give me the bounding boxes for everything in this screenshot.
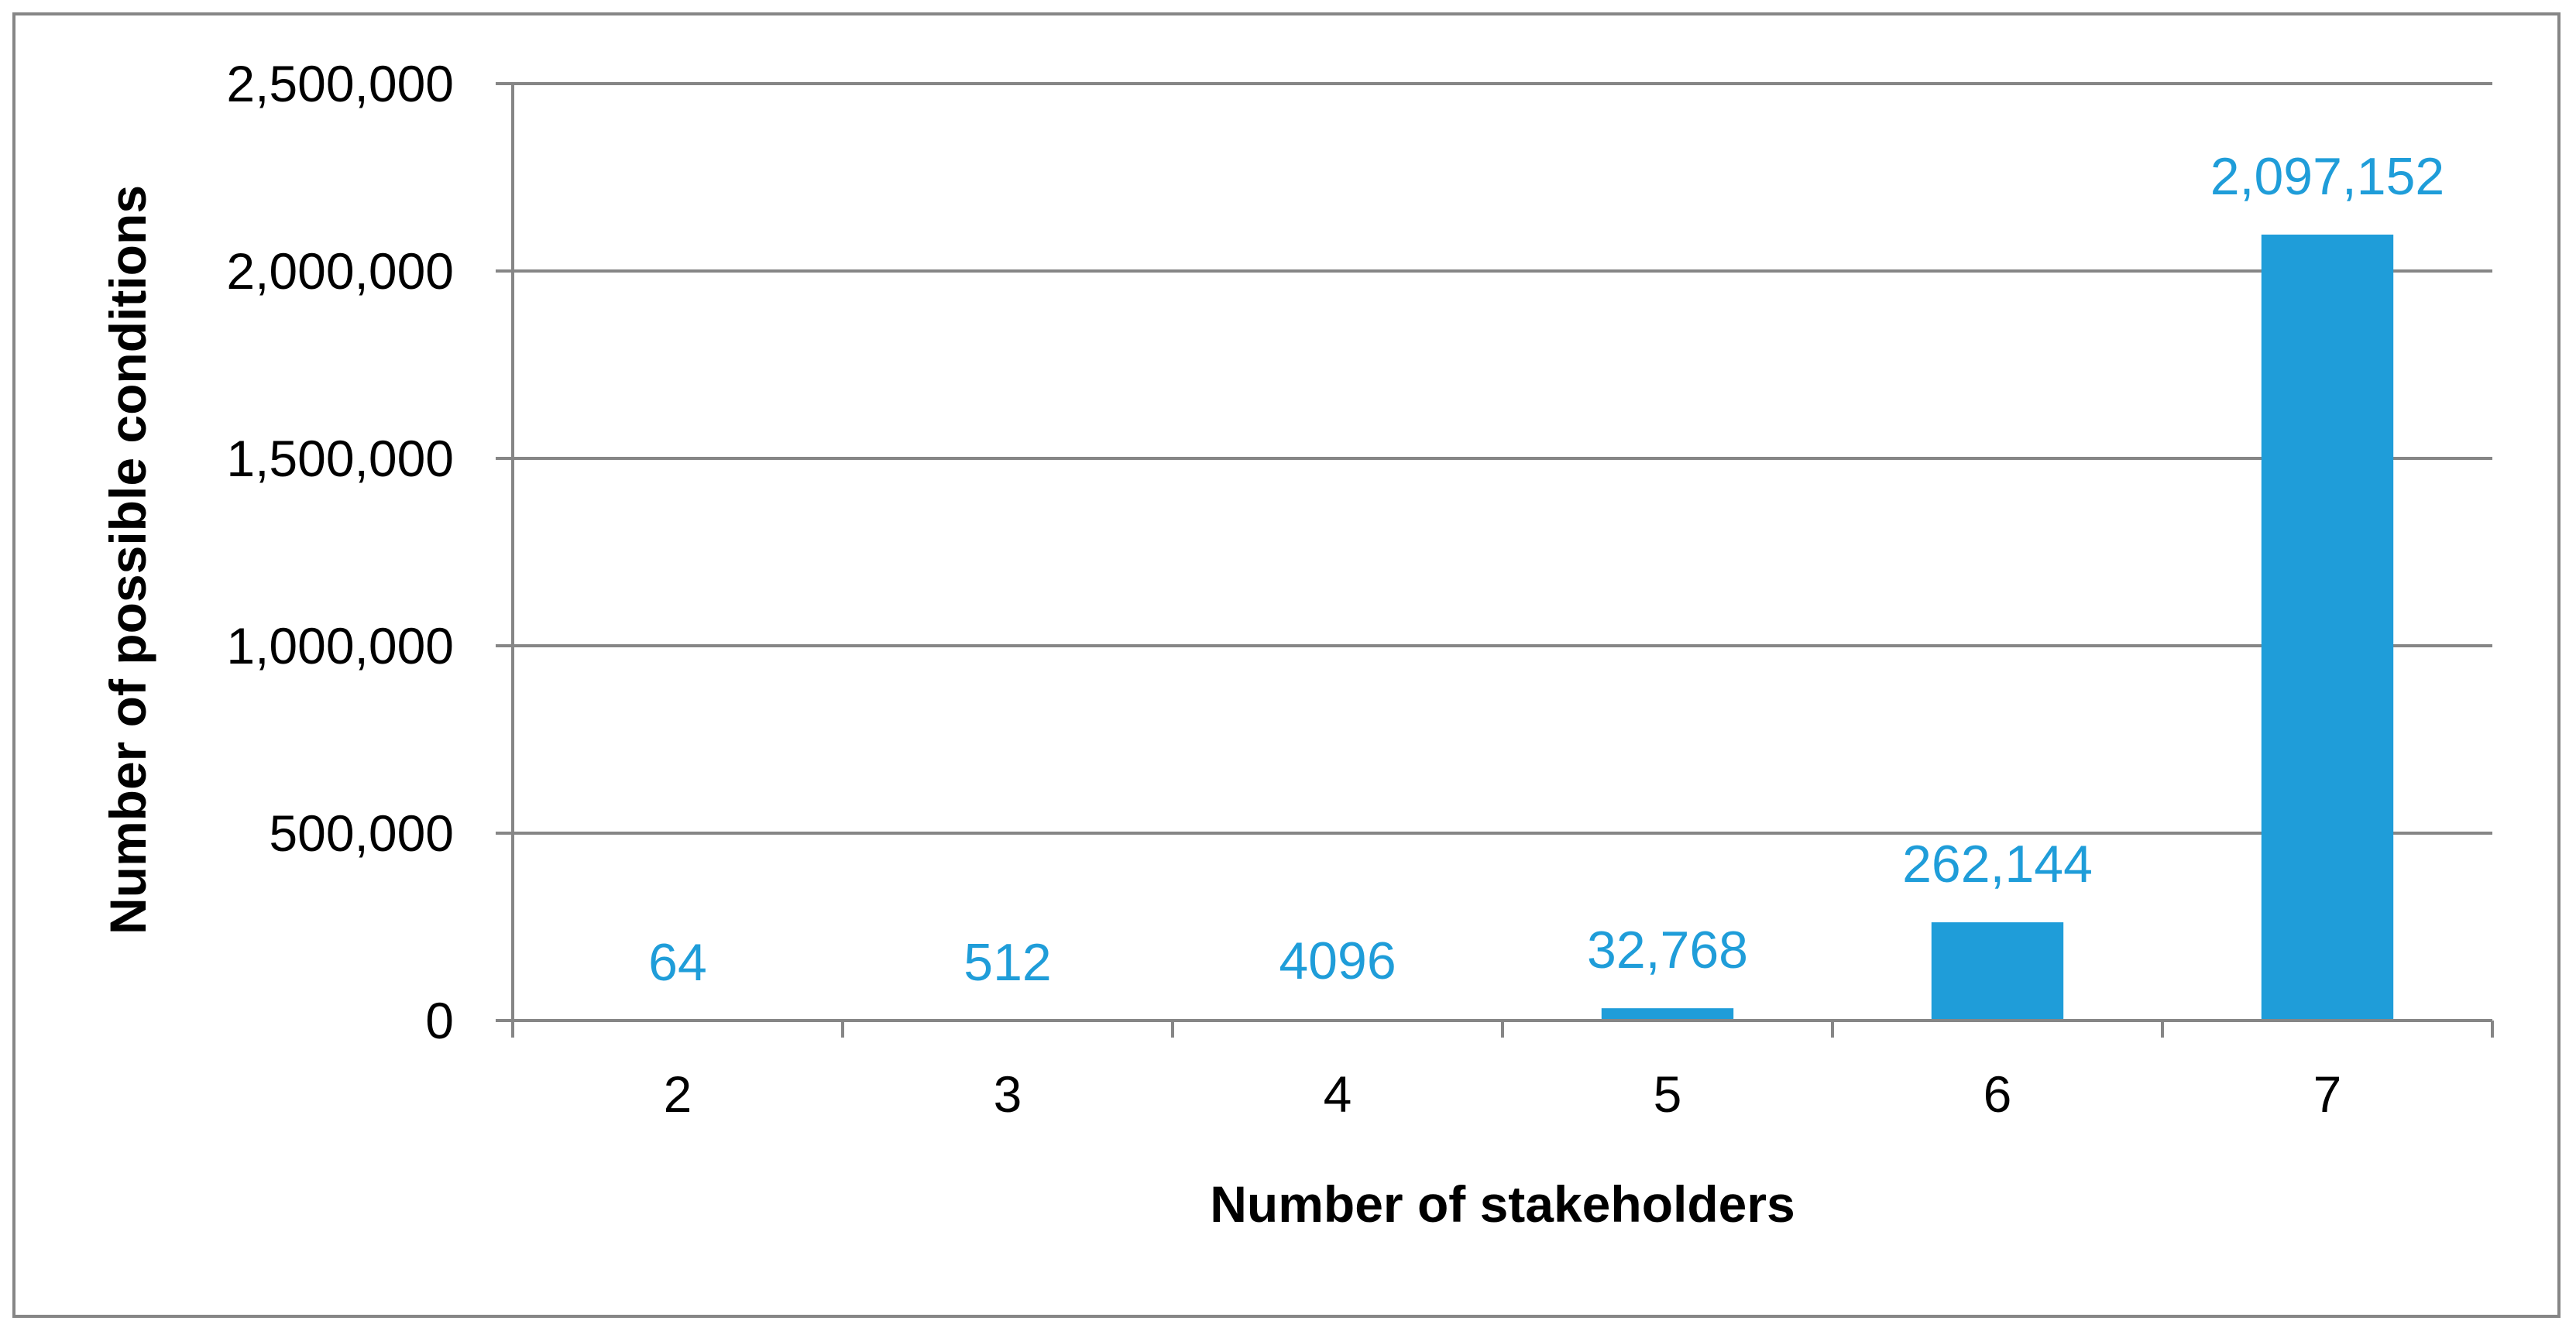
gridlines bbox=[513, 82, 2492, 835]
x-tick-label: 5 bbox=[1654, 1065, 1682, 1123]
axes bbox=[496, 82, 2494, 1038]
y-tick-label: 2,500,000 bbox=[226, 55, 454, 112]
bar bbox=[2261, 234, 2394, 1021]
y-axis-title: Number of possible conditions bbox=[99, 185, 156, 935]
data-label: 64 bbox=[648, 933, 707, 992]
x-tick-label: 2 bbox=[664, 1065, 692, 1123]
bar bbox=[1931, 922, 2064, 1021]
y-tick-label: 0 bbox=[425, 992, 454, 1049]
x-tick-label: 4 bbox=[1324, 1065, 1352, 1123]
labels: 0 500,000 1,000,000 1,500,000 2,000,000 2,500… bbox=[226, 55, 2444, 1123]
x-tick-label: 7 bbox=[2313, 1065, 2342, 1123]
y-tick-label: 1,500,000 bbox=[226, 430, 454, 487]
data-label: 262,144 bbox=[1902, 835, 2093, 894]
data-label: 2,097,152 bbox=[2210, 147, 2445, 206]
y-tick-label: 500,000 bbox=[269, 805, 454, 862]
bar bbox=[1601, 1008, 1734, 1021]
x-tick-label: 3 bbox=[994, 1065, 1022, 1123]
data-label: 32,768 bbox=[1587, 921, 1748, 979]
x-axis-title: Number of stakeholders bbox=[1210, 1175, 1795, 1233]
data-label: 512 bbox=[963, 933, 1051, 992]
data-label: 4096 bbox=[1279, 931, 1396, 990]
chart-frame bbox=[12, 12, 2561, 1318]
bars bbox=[611, 234, 2394, 1021]
y-tick-label: 2,000,000 bbox=[226, 242, 454, 300]
x-tick-label: 6 bbox=[1984, 1065, 2012, 1123]
y-tick-label: 1,000,000 bbox=[226, 617, 454, 674]
